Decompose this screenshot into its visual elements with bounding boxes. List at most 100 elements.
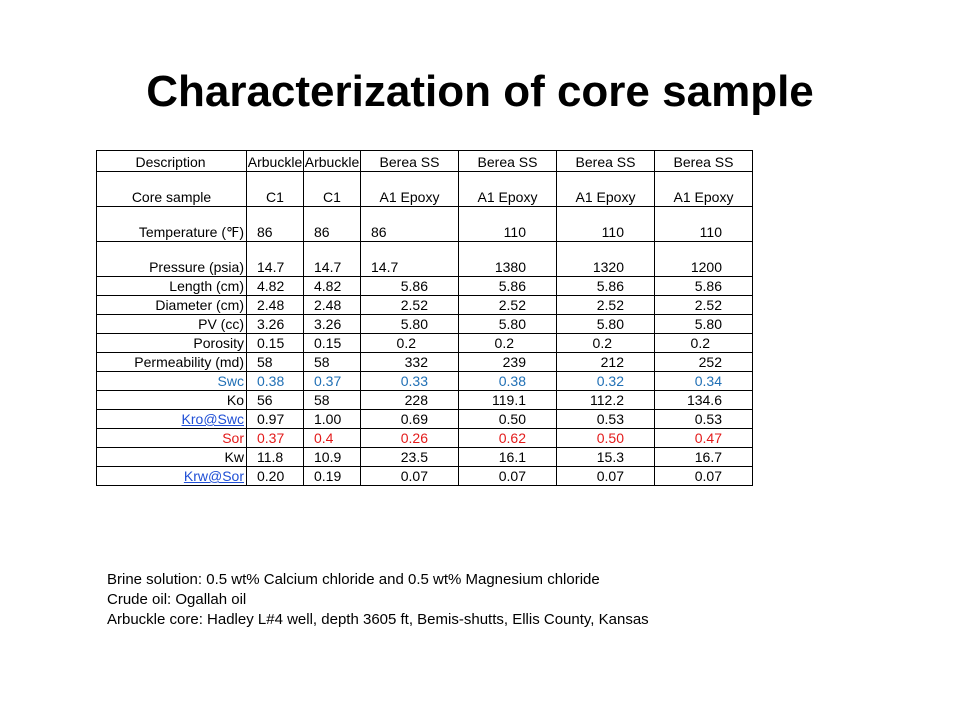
table-cell: 0.26 xyxy=(360,428,459,448)
table-cell: 14.7 xyxy=(303,241,361,277)
table-row-swc: Swc 0.38 0.37 0.33 0.38 0.32 0.34 xyxy=(96,371,753,391)
table-cell: 56 xyxy=(246,390,304,410)
table-row-krw-sor: Krw@Sor 0.20 0.19 0.07 0.07 0.07 0.07 xyxy=(96,466,753,486)
table-cell: 228 xyxy=(360,390,459,410)
table-cell: 2.52 xyxy=(458,295,557,315)
table-cell: 1200 xyxy=(654,241,753,277)
table-row-description: Description Arbuckle Arbuckle Berea SS B… xyxy=(96,150,753,172)
table-cell: 3.26 xyxy=(246,314,304,334)
table-cell: 332 xyxy=(360,352,459,372)
table-row-pv: PV (cc) 3.26 3.26 5.80 5.80 5.80 5.80 xyxy=(96,314,753,334)
table-cell: 0.20 xyxy=(246,466,304,486)
table-cell: 11.8 xyxy=(246,447,304,467)
row-label: Sor xyxy=(96,428,247,448)
table-cell: 0.2 xyxy=(654,333,753,353)
table-cell: A1 Epoxy xyxy=(458,171,557,207)
row-label: Porosity xyxy=(96,333,247,353)
row-label: Core sample xyxy=(96,171,247,207)
row-label: Ko xyxy=(96,390,247,410)
table-cell: 0.15 xyxy=(246,333,304,353)
row-label: Temperature (℉) xyxy=(96,206,247,242)
note-arbuckle-core: Arbuckle core: Hadley L#4 well, depth 36… xyxy=(107,611,649,628)
table-cell: Arbuckle xyxy=(303,150,361,172)
table-row-temperature: Temperature (℉) 86 86 86 110 110 110 xyxy=(96,206,753,242)
table-cell: 0.50 xyxy=(458,409,557,429)
row-label: PV (cc) xyxy=(96,314,247,334)
table-cell: 2.52 xyxy=(360,295,459,315)
table-cell: 0.32 xyxy=(556,371,655,391)
table-cell: A1 Epoxy xyxy=(556,171,655,207)
table-cell: 5.86 xyxy=(458,276,557,296)
table-cell: 0.37 xyxy=(246,428,304,448)
table-row-core-sample: Core sample C1 C1 A1 Epoxy A1 Epoxy A1 E… xyxy=(96,171,753,207)
table-cell: 0.97 xyxy=(246,409,304,429)
table-row-kro-swc: Kro@Swc 0.97 1.00 0.69 0.50 0.53 0.53 xyxy=(96,409,753,429)
table-cell: 16.7 xyxy=(654,447,753,467)
table-row-ko: Ko 56 58 228 119.1 112.2 134.6 xyxy=(96,390,753,410)
table-cell: 0.33 xyxy=(360,371,459,391)
table-cell: Berea SS xyxy=(556,150,655,172)
notes-block: Brine solution: 0.5 wt% Calcium chloride… xyxy=(107,570,649,630)
table-row-pressure: Pressure (psia) 14.7 14.7 14.7 1380 1320… xyxy=(96,241,753,277)
table-cell: 16.1 xyxy=(458,447,557,467)
row-label: Kw xyxy=(96,447,247,467)
table-cell: Arbuckle xyxy=(246,150,304,172)
row-label: Pressure (psia) xyxy=(96,241,247,277)
table-cell: 5.86 xyxy=(556,276,655,296)
table-cell: 2.52 xyxy=(654,295,753,315)
table-cell: 119.1 xyxy=(458,390,557,410)
table-cell: 5.86 xyxy=(360,276,459,296)
table-cell: 0.07 xyxy=(654,466,753,486)
table-cell: 110 xyxy=(458,206,557,242)
table-cell: 10.9 xyxy=(303,447,361,467)
note-crude-oil: Crude oil: Ogallah oil xyxy=(107,591,247,608)
note-brine: Brine solution: 0.5 wt% Calcium chloride… xyxy=(107,571,600,588)
table-cell: 110 xyxy=(654,206,753,242)
row-label: Diameter (cm) xyxy=(96,295,247,315)
table-cell: 0.53 xyxy=(654,409,753,429)
table-cell: 23.5 xyxy=(360,447,459,467)
table-cell: 5.80 xyxy=(360,314,459,334)
table-row-porosity: Porosity 0.15 0.15 0.2 0.2 0.2 0.2 xyxy=(96,333,753,353)
table-cell: 5.80 xyxy=(458,314,557,334)
table-cell: 239 xyxy=(458,352,557,372)
table-cell: 134.6 xyxy=(654,390,753,410)
table-cell: 58 xyxy=(303,352,361,372)
table-cell: 5.86 xyxy=(654,276,753,296)
table-cell: 0.15 xyxy=(303,333,361,353)
table-cell: 0.38 xyxy=(246,371,304,391)
krw-sor-link[interactable]: Krw@Sor xyxy=(96,466,247,486)
row-label: Swc xyxy=(96,371,247,391)
row-label: Description xyxy=(96,150,247,172)
table-cell: 0.07 xyxy=(458,466,557,486)
krw-sor-link-text[interactable]: Krw@Sor xyxy=(183,468,244,484)
table-cell: 58 xyxy=(246,352,304,372)
kro-swc-link-text[interactable]: Kro@Swc xyxy=(181,411,244,427)
table-cell: 110 xyxy=(556,206,655,242)
table-cell: 5.80 xyxy=(556,314,655,334)
table-cell: 86 xyxy=(246,206,304,242)
table-cell: 1.00 xyxy=(303,409,361,429)
table-cell: 3.26 xyxy=(303,314,361,334)
table-cell: 0.19 xyxy=(303,466,361,486)
table-cell: 212 xyxy=(556,352,655,372)
table-cell: 0.2 xyxy=(458,333,557,353)
row-label: Permeability (md) xyxy=(96,352,247,372)
table-cell: 0.34 xyxy=(654,371,753,391)
table-cell: Berea SS xyxy=(654,150,753,172)
table-cell: 112.2 xyxy=(556,390,655,410)
kro-swc-link[interactable]: Kro@Swc xyxy=(96,409,247,429)
table-cell: 86 xyxy=(360,206,459,242)
table-cell: 0.69 xyxy=(360,409,459,429)
table-cell: Berea SS xyxy=(360,150,459,172)
table-cell: 252 xyxy=(654,352,753,372)
table-cell: 2.48 xyxy=(303,295,361,315)
table-cell: 0.53 xyxy=(556,409,655,429)
row-label: Length (cm) xyxy=(96,276,247,296)
table-cell: 4.82 xyxy=(246,276,304,296)
table-row-permeability: Permeability (md) 58 58 332 239 212 252 xyxy=(96,352,753,372)
slide-title: Characterization of core sample xyxy=(146,67,814,116)
table-cell: Berea SS xyxy=(458,150,557,172)
table-cell: A1 Epoxy xyxy=(360,171,459,207)
table-row-length: Length (cm) 4.82 4.82 5.86 5.86 5.86 5.8… xyxy=(96,276,753,296)
